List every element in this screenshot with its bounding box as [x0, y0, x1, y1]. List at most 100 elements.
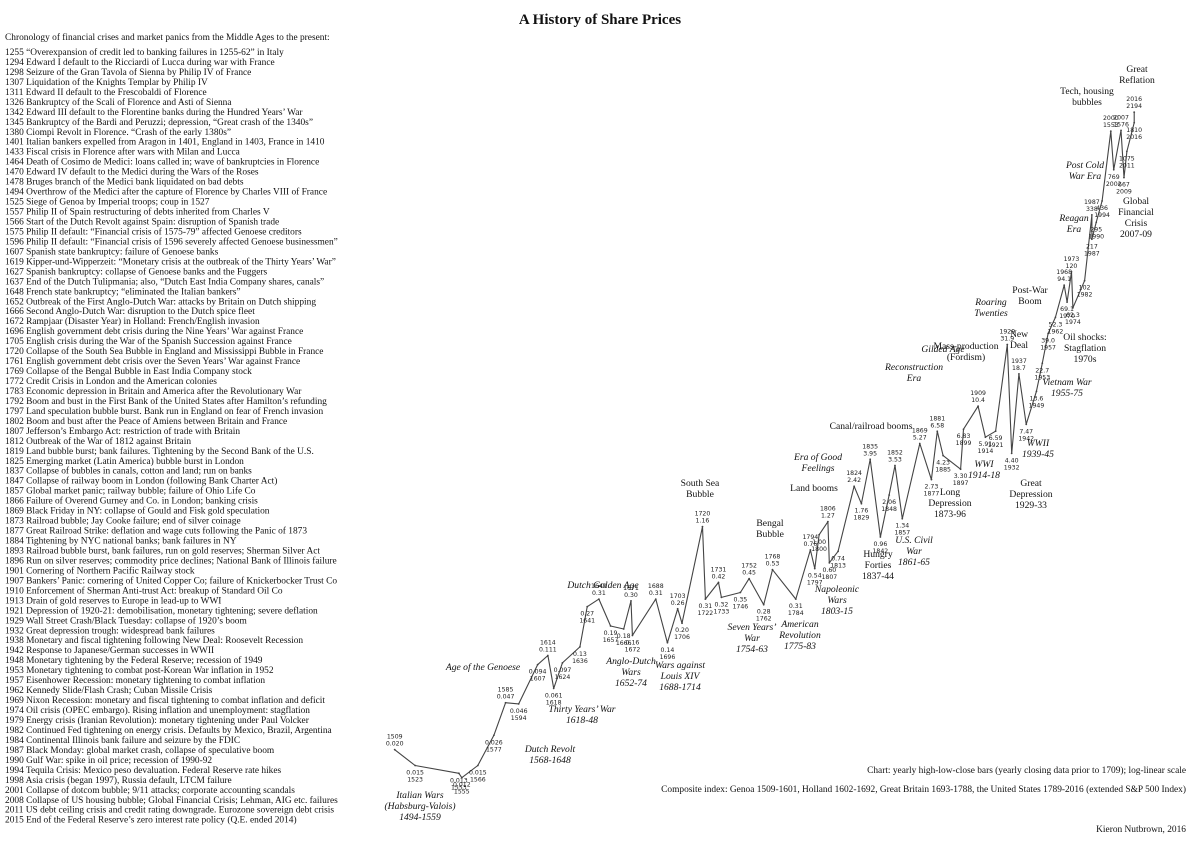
point [676, 607, 679, 610]
chronology-item: 1566 Start of the Dutch Revolt against S… [5, 216, 279, 227]
point [771, 568, 774, 571]
point [894, 464, 896, 467]
chronology-item: 1298 Seizure of the Gran Tavola of Sienn… [5, 67, 251, 78]
point [748, 577, 751, 580]
point [720, 596, 723, 599]
point-value: 1.76 [855, 508, 869, 515]
point-value: 0.45 [742, 570, 756, 577]
point [1083, 279, 1086, 282]
point-value: 2.73 [925, 484, 939, 491]
annotation: American [780, 619, 819, 630]
point-value: 2.06 [882, 499, 896, 506]
annotation: 1861-65 [898, 557, 930, 568]
point-value: 0.35 [733, 596, 747, 603]
point [457, 772, 460, 775]
point-year: 1942 [1018, 435, 1034, 442]
point [609, 625, 612, 627]
chronology-item: 1901 Cornering of Northern Pacific Railw… [5, 565, 195, 576]
point-year: 1696 [660, 654, 676, 661]
point-year: 1649 [591, 583, 607, 590]
point [1006, 343, 1009, 346]
chronology-item: 1994 Tequila Crisis: Mexico peso devalua… [5, 766, 282, 776]
point-value: 436 [1096, 205, 1108, 212]
point [536, 663, 539, 666]
annotation: 1873-96 [934, 509, 966, 520]
point-year: 1899 [956, 440, 972, 447]
point-year: 1885 [935, 467, 951, 474]
point-value: 1576 [1113, 121, 1129, 128]
point-year: 1869 [912, 427, 928, 434]
chronology-item: 2001 Collapse of dotcom bubble; 9/11 att… [5, 785, 295, 796]
point [1070, 270, 1073, 273]
chronology-item: 1932 Great depression trough: widespread… [5, 625, 215, 636]
point-value: 13.6 [1030, 395, 1044, 402]
point-year: 1523 [407, 776, 423, 783]
point-year: 1973 [1064, 256, 1080, 263]
point [414, 764, 417, 767]
annotation: Bubble [686, 489, 714, 500]
point [622, 628, 625, 630]
chronology-item: 1990 Gulf War: spike in oil price; reces… [5, 755, 212, 766]
point [879, 536, 882, 538]
chronology-item: 1792 Boom and bust in the First Bank of … [5, 396, 327, 407]
chronology-item: 1910 Enforcement of Sherman Anti-trust A… [5, 585, 283, 596]
annotation: Land booms [790, 483, 838, 494]
chronology-item: 1380 Ciompi Revolt in Florence. “Crash o… [5, 127, 231, 138]
annotation: Thirty Years’ War [549, 704, 616, 715]
chronology-item: 1921 Depression of 1920-21: demobilisati… [5, 605, 318, 616]
chronology-item: 1869 Black Friday in NY: collapse of Gou… [5, 506, 270, 517]
point [1041, 362, 1044, 365]
point [546, 654, 549, 657]
point-value: 0.13 [573, 651, 587, 658]
annotation: Reconstruction [884, 362, 943, 373]
annotation: Vietnam War [1042, 377, 1092, 388]
chronology-item: 1619 Kipper-und-Wipperzeit: “Monetary cr… [5, 256, 336, 267]
annotation: Anglo-Dutch [605, 656, 656, 667]
point-value: 7.47 [1019, 428, 1033, 435]
point [901, 517, 904, 520]
point-year: 1797 [807, 580, 823, 587]
point [579, 645, 581, 648]
chronology-item: 2008 Collapse of US housing bubble; Glob… [5, 795, 338, 806]
annotation: 1568-1648 [529, 755, 571, 766]
note: Chart: yearly high-low-close bars (yearl… [867, 765, 1186, 776]
point [1090, 238, 1093, 241]
point [1018, 373, 1020, 375]
point-value: 6.83 [957, 433, 971, 440]
point-value: 39.0 [1041, 338, 1055, 345]
point-year: 1921 [988, 442, 1004, 449]
chronology-item: 1720 Collapse of the South Sea Bubble in… [5, 346, 323, 357]
point-year: 1937 [1011, 358, 1027, 365]
point-year: 1914 [978, 448, 994, 455]
chronology-item: 1666 Second Anglo-Dutch War: disruption … [5, 306, 255, 317]
chronology-item: 1294 Edward I default to the Ricciardi o… [5, 57, 275, 68]
annotation: Era of Good [793, 452, 842, 463]
point-value: 52.3 [1049, 321, 1063, 328]
point-value: 10.4 [971, 397, 985, 404]
point-year: 1974 [1065, 319, 1081, 326]
point-value: 31.9 [1000, 336, 1014, 343]
annotation: 1754-63 [736, 644, 768, 655]
chronology-item: 1987 Black Monday: global market crash, … [5, 745, 275, 756]
point [1133, 121, 1136, 124]
point-year: 2016 [1126, 96, 1142, 103]
annotation: War Era [1069, 171, 1102, 182]
point-year: 1990 [1088, 233, 1104, 240]
point [813, 567, 816, 570]
point [794, 598, 797, 601]
annotation: Louis XIV [660, 671, 701, 682]
point-value: 0.27 [580, 611, 594, 618]
point-value: 0.046 [510, 708, 528, 715]
annotation: Canal/railroad booms [830, 421, 913, 432]
point-value: 1553 [1103, 122, 1119, 129]
point-year: 1731 [711, 566, 727, 573]
point-value: 0.30 [624, 592, 638, 599]
point-value: 120 [1066, 263, 1078, 270]
point [994, 430, 997, 433]
chronology-heading: Chronology of financial crises and marke… [5, 32, 330, 43]
point-value: 0.31 [698, 603, 712, 610]
annotation: Era [1066, 224, 1082, 235]
annotation: Wars [827, 595, 847, 606]
point-value: 0.96 [873, 541, 887, 548]
point [1133, 111, 1136, 114]
